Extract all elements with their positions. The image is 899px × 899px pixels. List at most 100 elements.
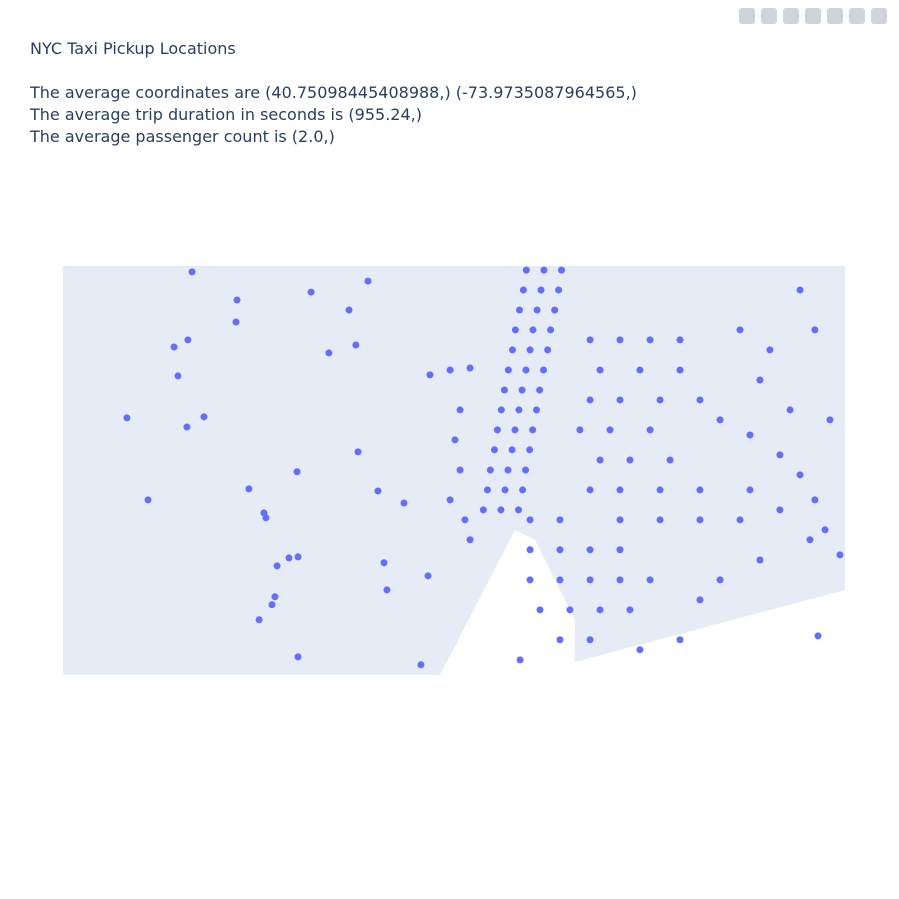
- pickup-point: [556, 576, 564, 584]
- camera-button[interactable]: [739, 8, 755, 24]
- pickup-point: [558, 266, 566, 274]
- pickup-point: [656, 516, 664, 524]
- pickup-point: [511, 326, 519, 334]
- pickup-point: [586, 336, 594, 344]
- pickup-point: [461, 516, 469, 524]
- pickup-point: [354, 448, 362, 456]
- pickup-point: [696, 486, 704, 494]
- lasso-button[interactable]: [805, 8, 821, 24]
- pickup-point: [696, 516, 704, 524]
- points: [123, 266, 844, 669]
- pickup-point: [174, 372, 182, 380]
- pickup-point: [511, 426, 519, 434]
- pickup-point: [519, 486, 527, 494]
- pickup-point: [616, 336, 624, 344]
- pickup-point: [522, 366, 530, 374]
- pan-button[interactable]: [761, 8, 777, 24]
- pickup-point: [756, 376, 764, 384]
- pickup-point: [551, 306, 559, 314]
- pickup-point: [656, 486, 664, 494]
- pickup-point: [285, 554, 293, 562]
- pickup-point: [586, 396, 594, 404]
- pickup-point: [606, 426, 614, 434]
- pickup-point: [716, 416, 724, 424]
- pickup-point: [536, 386, 544, 394]
- pickup-point: [273, 562, 281, 570]
- pickup-point: [636, 646, 644, 654]
- pickup-point: [508, 446, 516, 454]
- pickup-point: [716, 576, 724, 584]
- pickup-point: [616, 486, 624, 494]
- pickup-point: [616, 546, 624, 554]
- pickup-point: [646, 426, 654, 434]
- pickup-point: [676, 336, 684, 344]
- pickup-point: [776, 451, 784, 459]
- pickup-point: [533, 406, 541, 414]
- pickup-point: [536, 606, 544, 614]
- pickup-point: [446, 496, 454, 504]
- pickup-point: [776, 506, 784, 514]
- pickup-point: [586, 576, 594, 584]
- pickup-point: [515, 406, 523, 414]
- pickup-point: [508, 346, 516, 354]
- pickup-point: [493, 426, 501, 434]
- pickup-point: [380, 559, 388, 567]
- pickup-point: [556, 636, 564, 644]
- pickup-point: [556, 516, 564, 524]
- pickup-point: [486, 466, 494, 474]
- pickup-point: [123, 414, 131, 422]
- pickup-point: [547, 326, 555, 334]
- zoom-out-button[interactable]: [849, 8, 865, 24]
- pickup-point: [566, 606, 574, 614]
- pickup-point: [497, 406, 505, 414]
- pickup-point: [746, 431, 754, 439]
- pickup-point: [533, 306, 541, 314]
- pickup-point: [814, 632, 822, 640]
- pickup-point: [596, 366, 604, 374]
- reset-button[interactable]: [871, 8, 887, 24]
- pickup-point: [519, 286, 527, 294]
- pickup-point: [836, 551, 844, 559]
- subtitle: The average coordinates are (40.75098445…: [30, 83, 637, 102]
- pickup-point: [676, 636, 684, 644]
- pickup-point: [526, 546, 534, 554]
- pickup-point: [262, 514, 270, 522]
- pickup-point: [821, 526, 829, 534]
- pickup-point: [307, 288, 315, 296]
- pickup-point: [294, 553, 302, 561]
- pickup-point: [255, 616, 263, 624]
- pickup-point: [626, 606, 634, 614]
- select-button[interactable]: [783, 8, 799, 24]
- pickup-point: [183, 423, 191, 431]
- pickup-point: [616, 576, 624, 584]
- pickup-point: [646, 336, 654, 344]
- pickup-point: [555, 286, 563, 294]
- pickup-point: [522, 466, 530, 474]
- pickup-point: [417, 661, 425, 669]
- pickup-point: [490, 446, 498, 454]
- pickup-point: [232, 318, 240, 326]
- pickup-point: [245, 485, 253, 493]
- pickup-point: [345, 306, 353, 314]
- subtitle: The average passenger count is (2.0,): [30, 127, 335, 146]
- land: [63, 266, 845, 675]
- pickup-point: [526, 446, 534, 454]
- pickup-point: [676, 366, 684, 374]
- pickup-point: [529, 326, 537, 334]
- pickup-point: [426, 371, 434, 379]
- pickup-point: [746, 486, 754, 494]
- pickup-point: [268, 601, 276, 609]
- pickup-point: [529, 426, 537, 434]
- pickup-point: [364, 277, 372, 285]
- pickup-point: [540, 366, 548, 374]
- pickup-point: [483, 486, 491, 494]
- pickup-point: [537, 286, 545, 294]
- zoom-in-button[interactable]: [827, 8, 843, 24]
- chart-title: NYC Taxi Pickup Locations: [30, 39, 236, 58]
- pickup-point: [806, 536, 814, 544]
- pickup-point: [518, 386, 526, 394]
- pickup-point: [500, 386, 508, 394]
- pickup-point: [233, 296, 241, 304]
- pickup-point: [293, 468, 301, 476]
